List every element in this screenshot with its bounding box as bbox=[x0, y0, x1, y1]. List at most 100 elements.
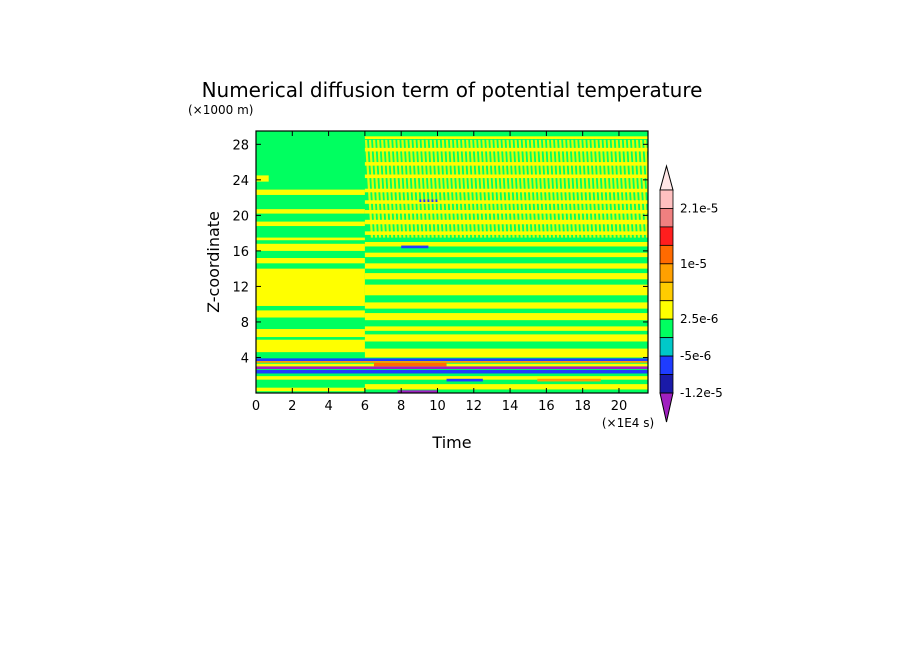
field-band bbox=[364, 136, 648, 139]
field-band bbox=[256, 363, 648, 367]
field-streak bbox=[421, 139, 430, 238]
field-streak bbox=[433, 139, 442, 238]
field-streak bbox=[372, 139, 382, 238]
field-band bbox=[419, 199, 438, 203]
field-streak bbox=[607, 139, 616, 238]
field-streak bbox=[409, 139, 418, 238]
field-streak bbox=[377, 139, 386, 238]
field-streak bbox=[368, 139, 378, 238]
y-tick-label: 28 bbox=[232, 138, 249, 153]
field-streak bbox=[494, 139, 503, 238]
colorbar-box bbox=[659, 244, 674, 265]
field-streak bbox=[635, 139, 645, 238]
y-axis-label: Z-coordinate bbox=[204, 211, 223, 313]
field-streak bbox=[550, 139, 560, 238]
colorbar-label: -5e-6 bbox=[680, 349, 711, 363]
field-streak bbox=[603, 139, 612, 238]
field-streak bbox=[542, 139, 552, 238]
field-streak bbox=[599, 139, 608, 238]
field-streak bbox=[449, 139, 459, 238]
field-streak bbox=[457, 139, 467, 238]
field-streak bbox=[429, 139, 438, 238]
field-band bbox=[364, 302, 648, 309]
field-band bbox=[256, 237, 365, 241]
field-streak bbox=[639, 139, 649, 238]
field-streak bbox=[486, 139, 495, 238]
colorbar-box bbox=[659, 355, 674, 375]
field-streak bbox=[627, 139, 637, 238]
field-band bbox=[397, 390, 438, 393]
field-streak bbox=[623, 139, 632, 238]
y-unit-label: (×1000 m) bbox=[188, 103, 253, 117]
x-tick-label: 10 bbox=[429, 399, 446, 414]
x-tick-label: 8 bbox=[397, 399, 405, 414]
field-streak bbox=[445, 139, 455, 238]
field-streak bbox=[510, 139, 519, 238]
field-band bbox=[256, 369, 648, 374]
field-streak bbox=[534, 139, 543, 238]
colorbar-box bbox=[659, 337, 674, 357]
field-streak bbox=[478, 139, 487, 238]
field-streak bbox=[522, 139, 531, 238]
field-streak bbox=[413, 139, 422, 238]
field-band bbox=[364, 252, 648, 258]
field-band bbox=[256, 189, 365, 195]
colorbar-box bbox=[659, 189, 674, 209]
y-tick-label: 4 bbox=[241, 351, 249, 366]
x-tick-label: 18 bbox=[574, 399, 591, 414]
field-streak bbox=[502, 139, 511, 238]
colorbar-box bbox=[659, 263, 674, 283]
field-streak bbox=[587, 139, 596, 238]
colorbar-label: 1e-5 bbox=[680, 257, 707, 271]
field-streak bbox=[595, 139, 604, 238]
field-streak bbox=[571, 139, 580, 238]
field-band bbox=[364, 219, 648, 225]
field-band bbox=[364, 162, 648, 166]
field-streak bbox=[470, 139, 479, 238]
field-band bbox=[256, 339, 365, 353]
field-streak bbox=[405, 139, 414, 238]
field-streak bbox=[615, 139, 624, 238]
field-band bbox=[364, 313, 648, 321]
x-tick-label: 4 bbox=[324, 399, 332, 414]
y-tick-label: 8 bbox=[241, 316, 249, 331]
field-band bbox=[364, 263, 648, 269]
field-streak bbox=[538, 139, 548, 238]
field-band bbox=[364, 147, 648, 152]
colorbar-box bbox=[659, 208, 674, 228]
x-tick-label: 0 bbox=[252, 399, 260, 414]
field-streak bbox=[575, 139, 584, 238]
field-streak bbox=[397, 139, 406, 238]
x-axis: 0 2 4 6 8 10 12 14 16 18 20 bbox=[252, 131, 627, 414]
colorbar-label: 2.1e-5 bbox=[680, 201, 718, 215]
field-band bbox=[364, 284, 648, 296]
field-band bbox=[256, 209, 365, 214]
field-band bbox=[256, 268, 365, 306]
field-streak bbox=[559, 139, 568, 238]
field-streak bbox=[579, 139, 588, 238]
field-band bbox=[256, 361, 648, 363]
field-band bbox=[364, 326, 648, 331]
field-band bbox=[401, 245, 429, 249]
y-tick-label: 24 bbox=[232, 174, 249, 189]
colorbar-label: 2.5e-6 bbox=[680, 312, 718, 326]
field-streak bbox=[546, 139, 556, 238]
x-tick-label: 2 bbox=[288, 399, 296, 414]
field-band bbox=[256, 243, 365, 251]
field-band bbox=[256, 358, 648, 362]
field-band bbox=[364, 348, 648, 358]
field-streak bbox=[461, 139, 471, 238]
field-streak bbox=[466, 139, 475, 238]
field-band bbox=[364, 273, 648, 280]
field-streak bbox=[437, 139, 446, 238]
field-band bbox=[364, 384, 648, 390]
y-tick-label: 12 bbox=[232, 280, 249, 295]
field-band bbox=[256, 310, 365, 318]
field-streak bbox=[441, 139, 450, 238]
field-streak bbox=[425, 139, 434, 238]
y-tick-label: 16 bbox=[232, 245, 249, 260]
field-streak bbox=[401, 139, 410, 238]
x-tick-label: 12 bbox=[466, 399, 483, 414]
y-tick-label: 20 bbox=[232, 209, 249, 224]
field-streak bbox=[389, 139, 398, 238]
